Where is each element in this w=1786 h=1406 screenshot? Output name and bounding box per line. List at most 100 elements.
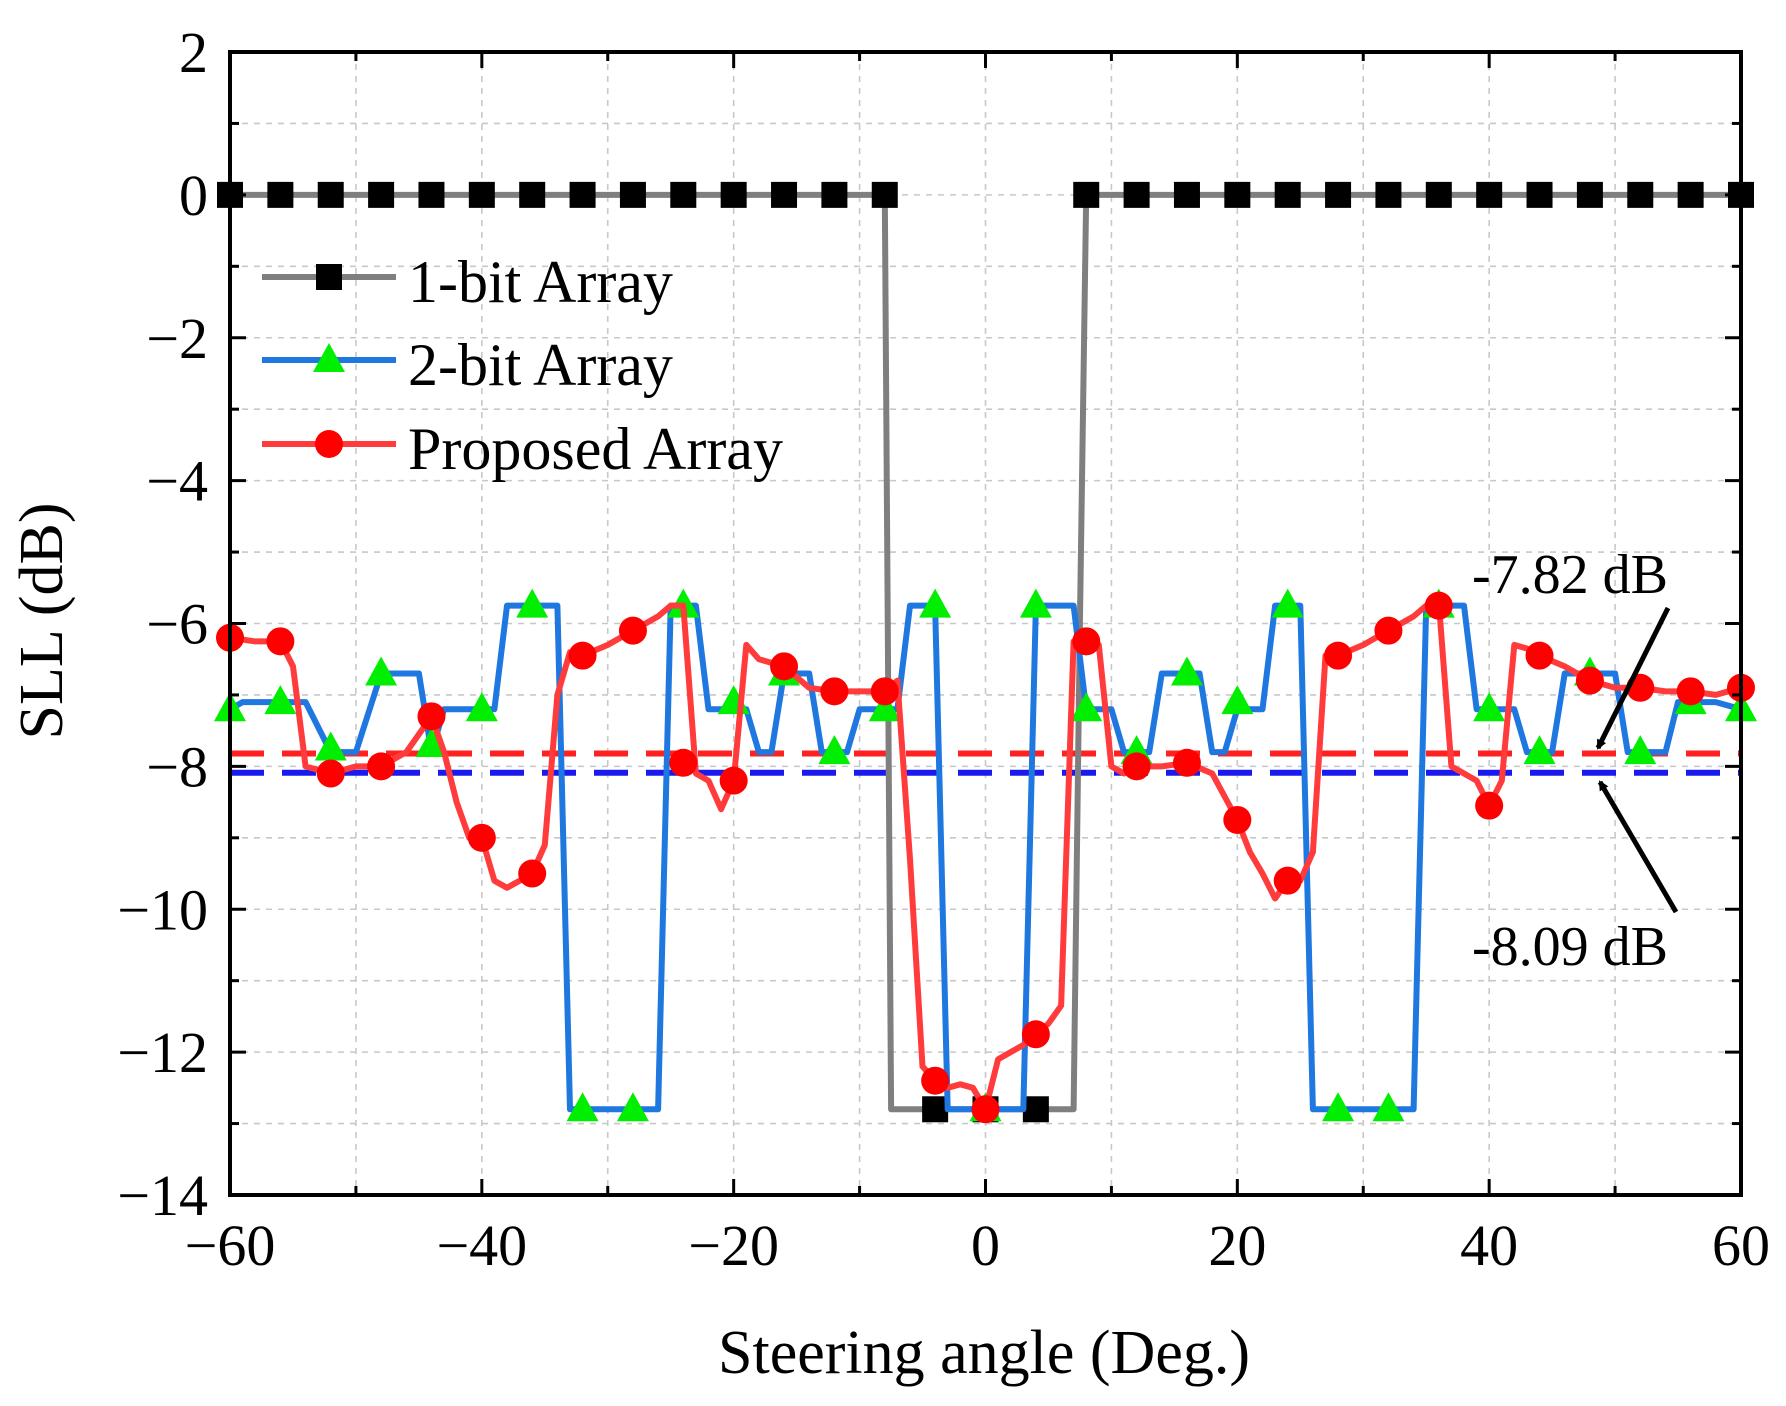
series-0-marker: [368, 181, 395, 208]
series-0-marker: [1173, 181, 1200, 208]
series-2-marker: [467, 823, 496, 852]
series-0-marker: [771, 181, 798, 208]
series-0-marker: [519, 181, 546, 208]
x-tick-label: 40: [1460, 1213, 1518, 1278]
legend-label-2bit: 2-bit Array: [408, 332, 673, 398]
series-1-marker: [616, 1092, 649, 1122]
x-tick-label: 60: [1712, 1213, 1770, 1278]
series-0-marker: [1224, 181, 1251, 208]
annotation-label-blue: -8.09 dB: [1472, 916, 1668, 978]
y-tick-label: −2: [146, 306, 208, 371]
legend-marker-0: [316, 264, 342, 290]
series-0-marker: [1274, 181, 1301, 208]
series-2-marker: [266, 627, 295, 656]
series-0-marker: [670, 181, 697, 208]
legend-marker-1: [313, 343, 345, 372]
series-1-marker: [566, 1092, 599, 1122]
series-2-marker: [1072, 627, 1101, 656]
series-2-marker: [1374, 616, 1403, 645]
series-0-marker: [1325, 181, 1352, 208]
y-tick-label: −14: [117, 1163, 208, 1228]
series-2-marker: [870, 677, 899, 706]
series-1-marker: [1523, 735, 1556, 765]
series-0-marker: [1123, 181, 1150, 208]
series-0-marker: [922, 1096, 949, 1123]
series-1-marker: [1473, 692, 1506, 722]
legend-marker-2: [315, 430, 343, 458]
series-2-marker: [719, 766, 748, 795]
series-2-marker: [518, 859, 547, 888]
series-1-marker: [415, 727, 448, 757]
series-0-marker: [720, 181, 747, 208]
series-0-marker: [1627, 181, 1654, 208]
series-0-marker: [468, 181, 495, 208]
series-1-marker: [264, 685, 297, 715]
series-2-marker: [1676, 677, 1705, 706]
series-0-marker: [1375, 181, 1402, 208]
series-0-marker: [1677, 181, 1704, 208]
series-1-marker: [1019, 588, 1052, 618]
series-2-marker: [669, 748, 698, 777]
series-1-marker: [1372, 1092, 1405, 1122]
series-2-marker: [367, 752, 396, 781]
series-2-marker: [770, 652, 799, 681]
series-0-marker: [821, 181, 848, 208]
series-1-marker: [1271, 588, 1304, 618]
x-tick-label: 0: [971, 1213, 1000, 1278]
legend: 1-bit Array 2-bit Array Proposed Array: [262, 249, 783, 482]
series-1-marker: [919, 588, 952, 618]
series-2-marker: [1324, 641, 1353, 670]
series-2-marker: [1172, 748, 1201, 777]
series-0-marker: [1476, 181, 1503, 208]
y-tick-label: −12: [117, 1020, 208, 1085]
annotations: -7.82 dB -8.09 dB: [1472, 544, 1679, 978]
series-2: [216, 591, 1755, 1124]
series-2-marker: [1575, 666, 1604, 695]
legend-label-1bit: 1-bit Array: [408, 249, 673, 315]
series-2-marker: [1424, 591, 1453, 620]
grid: [230, 52, 1741, 1195]
series-0-marker: [1576, 181, 1603, 208]
series-2-marker: [971, 1095, 1000, 1124]
series-1-marker: [365, 656, 398, 686]
series-0-marker: [619, 181, 646, 208]
series-0-marker: [871, 181, 898, 208]
series-1-marker: [1322, 1092, 1355, 1122]
y-axis-label: SLL (dB): [8, 502, 76, 739]
series-2-marker: [316, 759, 345, 788]
series-2-marker: [1223, 805, 1252, 834]
x-tick-label: −60: [185, 1213, 276, 1278]
series-2-marker: [1122, 752, 1151, 781]
series-2-marker: [1525, 641, 1554, 670]
series-1-marker: [1170, 656, 1203, 686]
series-2-marker: [1273, 866, 1302, 895]
series-0-marker: [1073, 181, 1100, 208]
y-tick-label: −4: [146, 449, 208, 514]
series-0-marker: [418, 181, 445, 208]
series-0-marker: [317, 181, 344, 208]
x-tick-label: −40: [436, 1213, 527, 1278]
series-2-marker: [568, 641, 597, 670]
series-1-marker: [1624, 735, 1657, 765]
series-0-marker: [569, 181, 596, 208]
x-tick-label: 20: [1208, 1213, 1266, 1278]
annotation-arrow-blue: [1597, 780, 1679, 914]
series-0-marker: [1022, 1096, 1049, 1123]
series-2-marker: [618, 616, 647, 645]
series-2-marker: [921, 1066, 950, 1095]
series: [214, 181, 1757, 1124]
y-tick-label: 2: [179, 20, 208, 85]
annotation-label-red: -7.82 dB: [1472, 544, 1668, 606]
series-1-marker: [1221, 685, 1254, 715]
y-tick-label: −6: [146, 592, 208, 657]
series-1-marker: [1070, 692, 1103, 722]
series-1-marker: [516, 588, 549, 618]
y-tick-label: 0: [179, 163, 208, 228]
series-1-marker: [868, 692, 901, 722]
series-0-marker: [267, 181, 294, 208]
legend-label-proposed: Proposed Array: [408, 416, 783, 482]
series-0-marker: [1526, 181, 1553, 208]
y-tick-label: −8: [146, 734, 208, 799]
